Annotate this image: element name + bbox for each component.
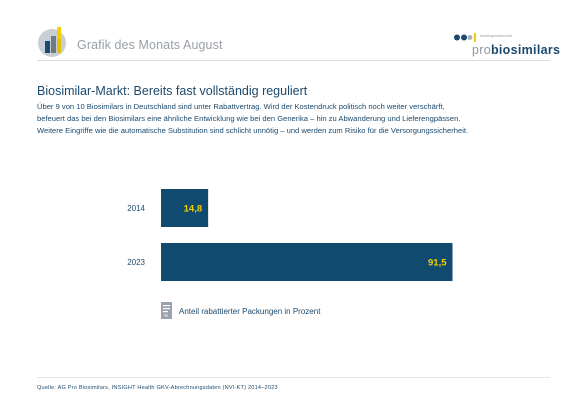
bar-value-label: 14,8 [184, 204, 203, 215]
source-note: Quelle: AG Pro Biosimilars, INSIGHT Heal… [37, 385, 278, 391]
bar-2023 [161, 243, 453, 281]
document-icon: % [161, 302, 172, 319]
svg-text:%: % [164, 313, 168, 318]
category-label: 2014 [127, 204, 145, 213]
bar-value-label: 91,5 [428, 258, 447, 269]
footer-divider [37, 377, 550, 378]
brand-name-main: biosimilars [490, 43, 561, 57]
intro-text: Über 9 von 10 Biosimilars in Deutschland… [37, 101, 557, 137]
brand-subtitle: Arbeitsgemeinschaft [480, 34, 512, 38]
page-title: Grafik des Monats August [77, 38, 223, 52]
intro-line-2: befeuert das bei den Biosimilars eine äh… [37, 114, 461, 123]
bar-2014 [161, 189, 209, 227]
category-label: 2023 [127, 258, 145, 267]
headline: Biosimilar-Markt: Bereits fast vollständ… [37, 84, 308, 98]
intro-line-1: Über 9 von 10 Biosimilars in Deutschland… [37, 102, 445, 111]
intro-line-3: Weitere Eingriffe wie die automatische S… [37, 126, 469, 135]
brand-name: probiosimilars [472, 43, 560, 57]
brand-name-prefix: pro [472, 43, 491, 57]
legend-label: Anteil rabattierter Packungen in Prozent [179, 307, 321, 316]
header-divider [37, 60, 550, 61]
brand-dots-icon [454, 33, 476, 42]
header-logo-icon [37, 24, 69, 58]
